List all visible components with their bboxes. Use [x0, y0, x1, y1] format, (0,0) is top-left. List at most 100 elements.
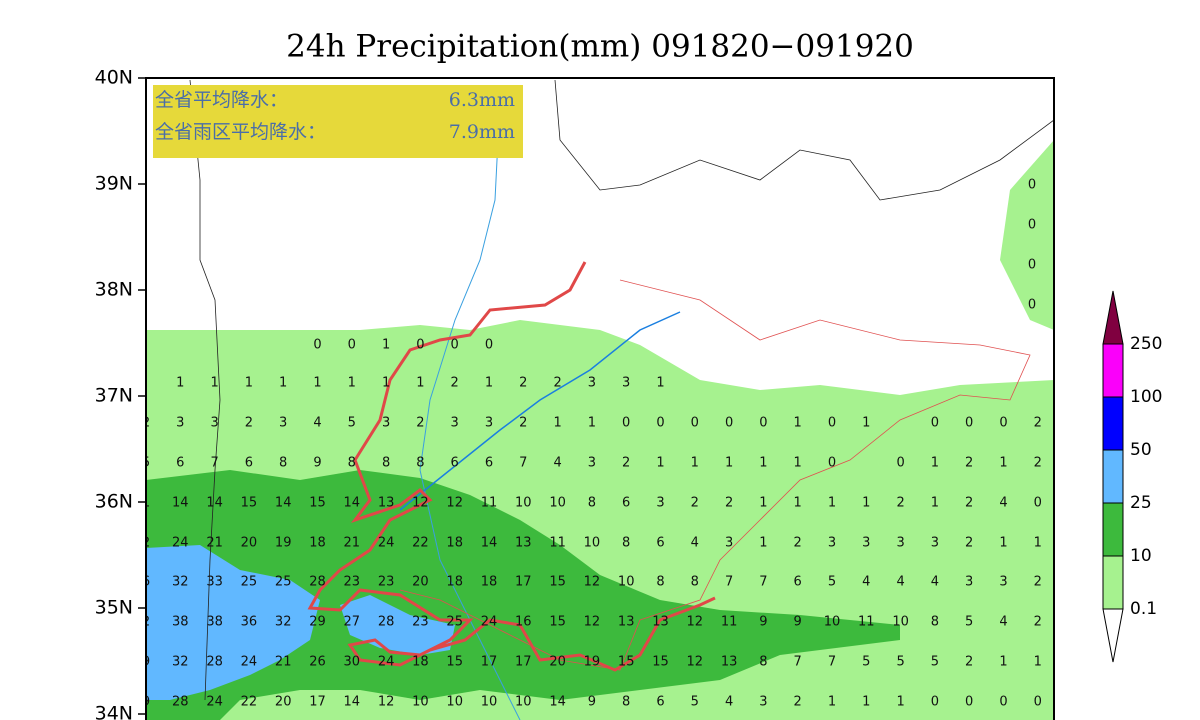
station-value: 15	[549, 615, 566, 630]
station-value: 23	[412, 615, 429, 630]
station-value: 13	[721, 655, 738, 670]
station-value: 1	[725, 456, 733, 471]
station-value: 12	[687, 615, 704, 630]
station-value: 18	[446, 536, 463, 551]
station-value: 28	[172, 695, 189, 710]
legend-label: 0.1	[1130, 599, 1157, 619]
station-value: 2	[245, 416, 253, 431]
summary-label: 全省雨区平均降水：	[155, 121, 326, 143]
station-value: 17	[515, 575, 532, 590]
station-value: 4	[999, 496, 1007, 511]
station-value: 0	[965, 695, 973, 710]
station-value: 2	[965, 496, 973, 511]
station-value: 19	[275, 536, 292, 551]
rain-area-moderate	[146, 470, 900, 720]
station-value: 2	[794, 695, 802, 710]
station-value: 1	[862, 416, 870, 431]
station-value: 0	[451, 338, 459, 353]
station-value: 25	[241, 575, 258, 590]
station-value: 0	[691, 416, 699, 431]
station-value: 4	[313, 416, 321, 431]
station-value: 3	[999, 575, 1007, 590]
station-value: 3	[622, 376, 630, 391]
station-value: 3	[451, 416, 459, 431]
station-value: 24	[206, 695, 223, 710]
station-value: 1	[382, 376, 390, 391]
station-value: 8	[622, 695, 630, 710]
station-value: 0	[999, 416, 1007, 431]
latitude-label: 39N	[95, 173, 133, 195]
station-value: 9	[313, 456, 321, 471]
rain-area-light	[1000, 140, 1054, 330]
station-value: 3	[210, 416, 218, 431]
station-value: 2	[519, 416, 527, 431]
station-value: 0	[725, 416, 733, 431]
station-value: 18	[446, 575, 463, 590]
station-value: 5	[828, 575, 836, 590]
station-value: 4	[553, 456, 561, 471]
station-value: 4	[896, 575, 904, 590]
station-value: 2	[965, 456, 973, 471]
station-value: 22	[241, 695, 258, 710]
station-value: 1	[279, 376, 287, 391]
station-value: 1	[999, 536, 1007, 551]
station-value: 17	[309, 695, 326, 710]
station-value: 23	[344, 575, 361, 590]
station-value: 9	[759, 615, 767, 630]
station-value: 1	[759, 496, 767, 511]
station-value: 2	[622, 456, 630, 471]
station-value: 2	[1034, 575, 1042, 590]
station-value: 0	[828, 456, 836, 471]
station-value: 9	[794, 615, 802, 630]
latitude-label: 35N	[95, 597, 133, 619]
station-value: 1	[999, 655, 1007, 670]
station-value: 3	[965, 575, 973, 590]
station-value: 17	[515, 655, 532, 670]
station-value: 5	[348, 416, 356, 431]
legend-swatch	[1102, 396, 1124, 451]
legend-label: 100	[1130, 387, 1162, 407]
latitude-label: 37N	[95, 385, 133, 407]
station-value: 3	[656, 496, 664, 511]
station-value: 1	[828, 496, 836, 511]
station-value: 1	[176, 376, 184, 391]
station-value: 4	[691, 536, 699, 551]
station-value: 27	[344, 615, 361, 630]
station-value: 15	[309, 496, 326, 511]
station-value: 1	[416, 376, 424, 391]
station-value: 3	[588, 376, 596, 391]
station-value: 2	[965, 536, 973, 551]
station-value: 9	[142, 695, 150, 710]
station-value: 0	[759, 416, 767, 431]
station-value: 20	[549, 655, 566, 670]
station-value: 0	[828, 416, 836, 431]
station-value: 3	[828, 536, 836, 551]
station-value: 10	[584, 536, 601, 551]
station-value: 10	[618, 575, 635, 590]
legend-label: 250	[1130, 334, 1162, 354]
station-value: 11	[481, 496, 498, 511]
station-value: 2	[896, 496, 904, 511]
latitude-label: 38N	[95, 279, 133, 301]
station-value: 25	[446, 615, 463, 630]
station-value: 7	[828, 655, 836, 670]
station-value: 15	[652, 655, 669, 670]
station-value: 1	[794, 496, 802, 511]
station-value: 32	[172, 575, 189, 590]
station-value: 21	[206, 536, 223, 551]
station-value: 8	[931, 615, 939, 630]
station-value: 7	[794, 655, 802, 670]
station-value: 24	[378, 655, 395, 670]
station-value: 29	[309, 615, 326, 630]
station-value: 7	[519, 456, 527, 471]
station-value: 11	[549, 536, 566, 551]
station-value: 21	[275, 655, 292, 670]
station-value: 3	[896, 536, 904, 551]
station-value: 0	[313, 338, 321, 353]
station-value: 2	[965, 655, 973, 670]
station-value: 9	[142, 655, 150, 670]
station-value: 10	[412, 695, 429, 710]
station-value: 10	[481, 695, 498, 710]
latitude-axis: 40N 39N 38N 37N 36N 35N 34N	[95, 67, 146, 720]
